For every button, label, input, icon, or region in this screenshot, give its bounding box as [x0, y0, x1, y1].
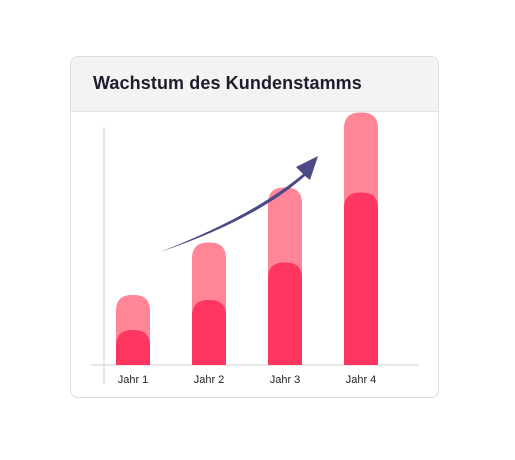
tick-labels-group: Jahr 1 Jahr 2 Jahr 3 Jahr 4: [118, 374, 377, 386]
bar-lower-3: [268, 262, 302, 365]
card-header: Wachstum des Kundenstamms: [71, 57, 438, 112]
chart-title: Wachstum des Kundenstamms: [93, 73, 362, 93]
bar-lower-2: [192, 300, 226, 365]
x-tick-label-4: Jahr 4: [346, 374, 377, 386]
trend-arrow: [160, 156, 318, 252]
chart-card: Wachstum des Kundenstamms Jahr 1 Jahr 2 Ja…: [70, 56, 439, 398]
x-tick-label-1: Jahr 1: [118, 374, 149, 386]
bar-chart: Jahr 1 Jahr 2 Jahr 3 Jahr 4: [91, 112, 419, 386]
bar-lower-4: [344, 192, 378, 365]
x-tick-label-3: Jahr 3: [270, 374, 301, 386]
bars-group: [116, 112, 378, 365]
bar-lower-1: [116, 330, 150, 365]
x-tick-label-2: Jahr 2: [194, 374, 225, 386]
